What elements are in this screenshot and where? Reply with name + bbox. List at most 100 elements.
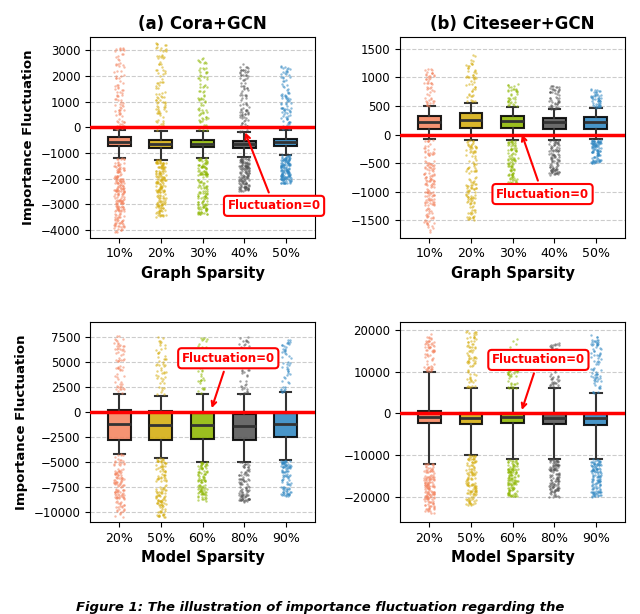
Point	[285, 169, 295, 179]
Point	[593, 86, 604, 96]
Point	[595, 457, 605, 467]
PathPatch shape	[460, 113, 483, 128]
Point	[506, 491, 516, 500]
Title: (b) Citeseer+GCN: (b) Citeseer+GCN	[430, 15, 595, 33]
Point	[197, 162, 207, 172]
Point	[551, 103, 561, 112]
Point	[193, 161, 204, 171]
Point	[593, 340, 603, 350]
Point	[428, 160, 438, 170]
Point	[592, 369, 602, 379]
Point	[511, 357, 521, 367]
Point	[552, 161, 562, 171]
Point	[511, 491, 522, 501]
Point	[152, 464, 163, 473]
Point	[236, 173, 246, 183]
Point	[113, 470, 123, 480]
Point	[593, 456, 604, 466]
Point	[550, 491, 561, 501]
Point	[421, 177, 431, 187]
Point	[588, 157, 598, 166]
Point	[422, 165, 432, 174]
Point	[196, 98, 206, 108]
Point	[115, 107, 125, 117]
Point	[463, 196, 474, 206]
Point	[470, 327, 481, 337]
Point	[553, 169, 563, 179]
Point	[159, 378, 170, 387]
Point	[422, 136, 433, 146]
Point	[426, 171, 436, 181]
Point	[158, 461, 168, 471]
Point	[154, 108, 164, 118]
Point	[554, 97, 564, 107]
Point	[504, 471, 514, 481]
Point	[424, 481, 435, 491]
Point	[154, 172, 164, 182]
Point	[116, 178, 126, 188]
Point	[244, 484, 254, 494]
Point	[504, 192, 514, 201]
Point	[429, 345, 439, 355]
Point	[118, 384, 129, 394]
Point	[243, 183, 253, 193]
Point	[238, 154, 248, 164]
Point	[157, 91, 167, 101]
Point	[545, 160, 555, 170]
Point	[242, 73, 252, 83]
Point	[285, 461, 296, 471]
Point	[505, 95, 515, 104]
Point	[282, 85, 292, 95]
Point	[279, 165, 289, 174]
Point	[118, 334, 129, 344]
Point	[506, 165, 516, 174]
Point	[424, 193, 434, 203]
Point	[461, 474, 472, 484]
Point	[419, 217, 429, 227]
Point	[593, 96, 603, 106]
Point	[199, 201, 209, 211]
Point	[554, 85, 564, 95]
Point	[198, 53, 208, 63]
Point	[426, 508, 436, 518]
Point	[237, 174, 247, 184]
X-axis label: Model Sparsity: Model Sparsity	[451, 550, 575, 565]
Point	[114, 466, 124, 476]
Point	[545, 103, 555, 112]
Point	[591, 465, 602, 475]
Point	[590, 491, 600, 500]
Point	[243, 185, 253, 195]
Point	[198, 494, 208, 503]
Point	[550, 350, 561, 360]
Point	[424, 160, 435, 169]
Point	[278, 169, 288, 179]
Point	[422, 204, 432, 214]
Point	[193, 351, 203, 360]
Point	[467, 499, 477, 509]
Point	[509, 362, 519, 371]
Point	[469, 369, 479, 379]
Point	[197, 471, 207, 481]
Point	[237, 177, 247, 187]
Point	[276, 178, 286, 188]
Point	[420, 471, 431, 481]
Point	[587, 147, 597, 157]
Point	[112, 87, 122, 96]
Point	[278, 155, 289, 165]
Point	[471, 183, 481, 193]
Point	[421, 363, 431, 373]
Point	[236, 186, 246, 196]
Point	[467, 474, 477, 484]
Point	[593, 471, 603, 481]
Point	[197, 464, 207, 473]
Point	[465, 208, 475, 218]
Point	[589, 489, 599, 499]
Point	[240, 467, 250, 477]
Point	[470, 356, 481, 366]
Point	[588, 470, 598, 480]
Point	[503, 477, 513, 487]
Point	[280, 107, 291, 117]
Point	[426, 333, 436, 343]
Point	[282, 166, 292, 176]
Point	[419, 169, 429, 179]
